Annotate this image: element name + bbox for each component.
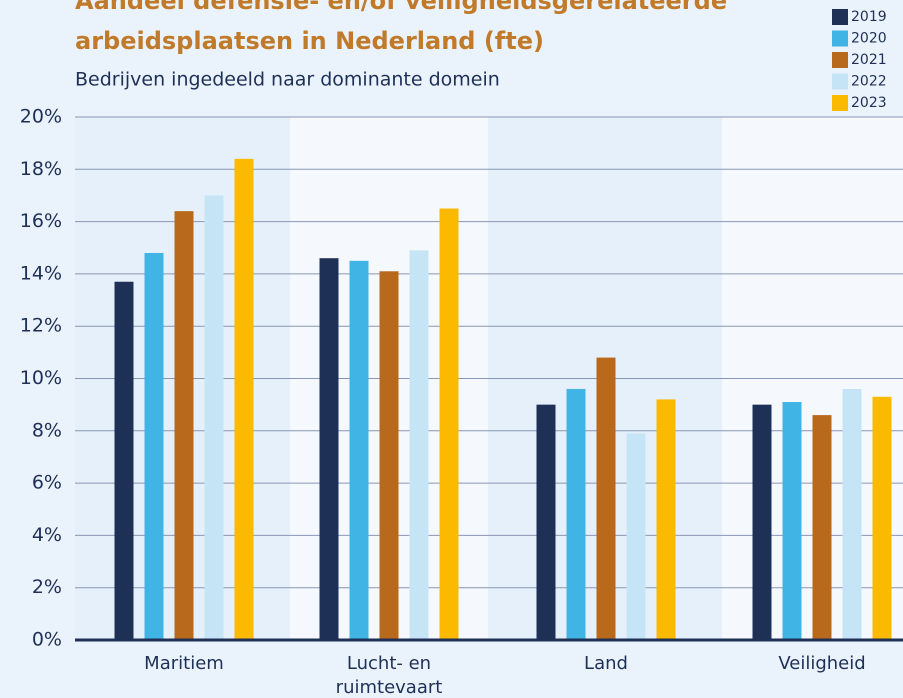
y-tick-label: 6% (32, 472, 62, 494)
bar (144, 252, 164, 641)
bar (782, 402, 802, 640)
y-tick-label: 16% (20, 210, 62, 232)
bar (114, 281, 134, 640)
y-tick-label: 10% (20, 367, 62, 389)
y-tick-label: 4% (32, 524, 62, 546)
bar (319, 258, 339, 640)
bar (536, 404, 556, 640)
bar (872, 396, 892, 640)
y-tick-label: 0% (32, 629, 62, 651)
bar (349, 260, 369, 640)
bar (204, 195, 224, 640)
y-tick-label: 18% (20, 158, 62, 180)
bar (234, 158, 254, 640)
legend-swatch (832, 73, 848, 90)
y-tick-label: 20% (20, 106, 62, 128)
bar (174, 211, 194, 640)
bar (379, 271, 399, 640)
legend-swatch (832, 30, 848, 47)
y-tick-label: 14% (20, 262, 62, 284)
y-tick-label: 12% (20, 315, 62, 337)
legend-label: 2021 (851, 52, 887, 68)
bar (596, 357, 616, 640)
legend-swatch (832, 9, 848, 25)
x-tick-label: Land (584, 653, 628, 674)
legend-label: 2019 (851, 9, 887, 25)
legend-label: 2022 (851, 74, 887, 90)
bar (566, 388, 586, 640)
bar (656, 399, 676, 640)
bar (812, 415, 832, 640)
bar (842, 388, 862, 640)
legend-swatch (832, 95, 848, 111)
x-tick-label: Maritiem (144, 653, 224, 674)
y-tick-label: 2% (32, 576, 62, 598)
x-tick-label: Lucht- en ruimtevaart (335, 653, 443, 698)
x-tick-label: Veiligheid (778, 653, 866, 674)
bar (409, 250, 429, 641)
y-tick-label: 8% (32, 419, 62, 441)
legend-swatch (832, 52, 848, 68)
legend-label: 2023 (851, 95, 887, 111)
bar (439, 208, 459, 640)
bar (626, 433, 646, 640)
chart-title: Aandeel defensie- en/of veiligheidsgerel… (75, 0, 727, 15)
chart-title: arbeidsplaatsen in Nederland (fte) (75, 27, 544, 55)
legend-label: 2020 (851, 31, 887, 47)
bar (752, 404, 772, 640)
chart-subtitle: Bedrijven ingedeeld naar dominante domei… (75, 69, 500, 91)
